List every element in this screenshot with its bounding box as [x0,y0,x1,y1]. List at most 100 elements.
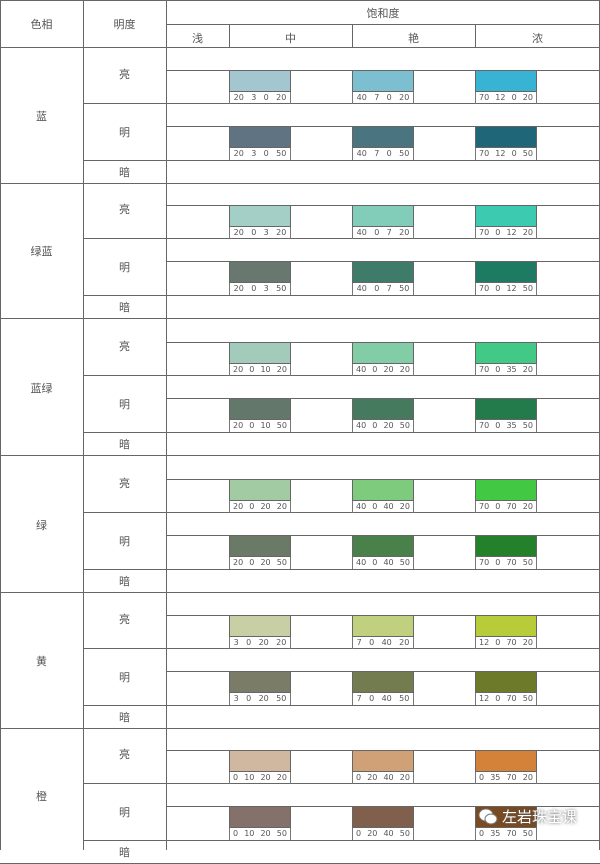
cmyk-value: 0 [495,638,501,647]
cmyk-label: 20 0 10 50 [229,420,291,432]
border [229,24,230,48]
lightness-clear: 明 [119,806,130,819]
cmyk-value: 70 [479,228,490,237]
cmyk-value: 0 [369,694,375,703]
color-swatch [352,398,414,420]
cmyk-value: 0 [479,829,485,838]
border [83,295,600,296]
cmyk-value: 0 [249,558,255,567]
header-sat-vivid: 艳 [408,32,419,45]
cmyk-value: 50 [522,149,533,158]
cmyk-value: 20 [233,228,244,237]
cmyk-value: 40 [356,365,367,374]
cmyk-value: 20 [258,638,269,647]
header-sat-medium: 中 [285,32,296,45]
cmyk-value: 50 [276,421,287,430]
lightness-clear: 明 [119,671,130,684]
cmyk-value: 40 [356,228,367,237]
color-swatch [475,126,537,148]
cmyk-value: 0 [369,638,375,647]
cmyk-value: 20 [399,228,410,237]
cmyk-value: 0 [495,694,501,703]
header-sat-strong: 浓 [532,32,543,45]
cmyk-value: 0 [263,93,269,102]
cmyk-label: 70 0 12 20 [475,227,537,239]
border [0,183,600,184]
cmyk-value: 20 [276,93,287,102]
cmyk-label: 70 0 70 20 [475,501,537,513]
cmyk-label: 70 0 12 50 [475,283,537,295]
cmyk-value: 50 [399,421,410,430]
cmyk-value: 0 [372,365,378,374]
cmyk-value: 40 [356,421,367,430]
cmyk-value: 20 [276,773,287,782]
lightness-dark: 暗 [119,846,130,859]
cmyk-value: 50 [276,284,287,293]
cmyk-value: 35 [490,773,501,782]
lightness-bright: 亮 [119,68,130,81]
color-swatch [229,750,291,772]
cmyk-value: 40 [383,773,394,782]
lightness-clear: 明 [119,535,130,548]
cmyk-value: 50 [276,558,287,567]
cmyk-value: 3 [251,93,257,102]
border [0,318,600,319]
cmyk-value: 40 [356,93,367,102]
cmyk-value: 50 [522,694,533,703]
cmyk-value: 40 [383,829,394,838]
cmyk-value: 40 [381,694,392,703]
hue-label: 绿蓝 [30,245,53,258]
cmyk-value: 50 [522,558,533,567]
color-swatch [475,205,537,227]
cmyk-label: 40 0 40 20 [352,501,414,513]
color-swatch [352,261,414,283]
cmyk-value: 3 [233,694,239,703]
cmyk-value: 50 [399,829,410,838]
color-swatch [229,126,291,148]
cmyk-value: 20 [276,638,287,647]
cmyk-value: 70 [506,502,517,511]
cmyk-value: 70 [479,421,490,430]
cmyk-value: 40 [383,502,394,511]
cmyk-value: 0 [246,638,252,647]
cmyk-value: 20 [399,638,410,647]
cmyk-value: 20 [233,421,244,430]
border [0,455,600,456]
cmyk-value: 20 [399,93,410,102]
cmyk-value: 12 [506,284,517,293]
cmyk-label: 7 0 40 20 [352,637,414,649]
color-swatch [475,342,537,364]
cmyk-value: 0 [386,93,392,102]
cmyk-value: 0 [479,773,485,782]
color-swatch [475,615,537,637]
border [83,783,600,784]
cmyk-value: 50 [399,284,410,293]
cmyk-value: 20 [522,773,533,782]
lightness-bright: 亮 [119,613,130,626]
border [83,512,600,513]
cmyk-value: 20 [522,638,533,647]
cmyk-value: 0 [233,829,239,838]
border [83,160,600,161]
cmyk-value: 0 [511,149,517,158]
cmyk-value: 70 [479,558,490,567]
border [83,705,600,706]
cmyk-value: 70 [479,365,490,374]
color-swatch [229,615,291,637]
cmyk-value: 0 [495,228,501,237]
watermark-text: 左岩珠宝课 [502,808,578,826]
border [83,103,600,104]
cmyk-value: 7 [356,694,362,703]
cmyk-value: 20 [367,773,378,782]
color-swatch [229,806,291,828]
cmyk-value: 20 [233,365,244,374]
cmyk-value: 20 [260,502,271,511]
color-swatch [352,750,414,772]
color-swatch [475,479,537,501]
color-swatch [229,205,291,227]
hue-label: 蓝绿 [30,382,53,395]
color-swatch [475,261,537,283]
cmyk-value: 70 [506,773,517,782]
border [83,569,600,570]
cmyk-value: 70 [479,502,490,511]
